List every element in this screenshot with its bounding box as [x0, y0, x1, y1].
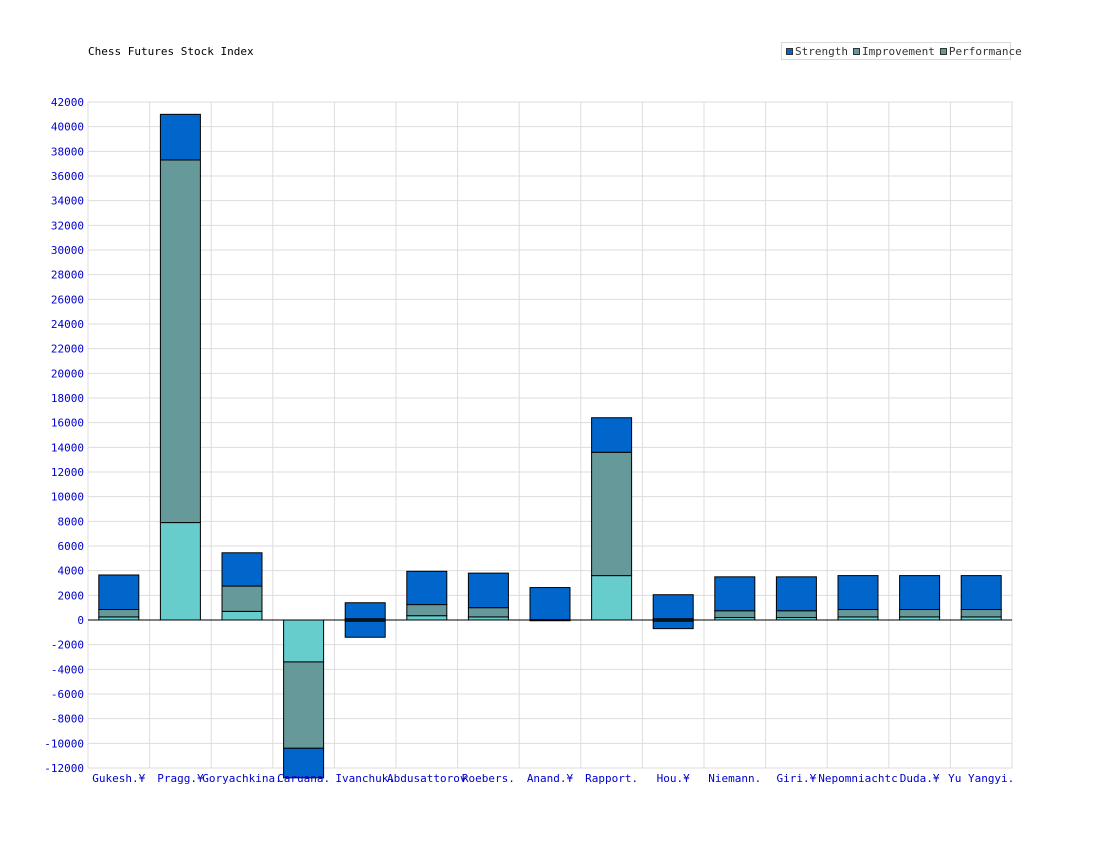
- bar-strength: [221, 552, 263, 587]
- y-tick-label: -12000: [44, 762, 84, 775]
- plot-area: [87, 101, 1013, 769]
- bar-improvement: [960, 609, 1002, 618]
- chart-title: Chess Futures Stock Index: [88, 45, 254, 58]
- bar-improvement: [899, 609, 941, 618]
- legend-swatch-performance: [939, 47, 947, 55]
- y-tick-label: 8000: [58, 515, 85, 528]
- bar-strength: [960, 575, 1002, 611]
- bar-strength: [283, 747, 325, 779]
- y-tick-label: -2000: [51, 639, 84, 652]
- bar-improvement: [98, 609, 140, 618]
- y-tick-label: 24000: [51, 318, 84, 331]
- y-tick-label: -10000: [44, 737, 84, 750]
- bar-strength: [529, 587, 571, 621]
- bar-strength: [98, 574, 140, 611]
- x-tick-label: Nepomniachtc: [818, 772, 897, 785]
- bar-performance: [159, 522, 201, 621]
- bar-improvement: [467, 607, 509, 618]
- bar-improvement: [283, 661, 325, 749]
- bar-strength: [159, 113, 201, 161]
- y-tick-label: 34000: [51, 195, 84, 208]
- y-tick-label: 4000: [58, 565, 85, 578]
- bar-strength: [344, 602, 386, 620]
- bar-strength: [837, 575, 879, 611]
- y-tick-label: 26000: [51, 293, 84, 306]
- x-tick-label: Yu Yangyi.: [948, 772, 1014, 785]
- y-tick-label: 22000: [51, 343, 84, 356]
- x-tick-label: Ivanchuk.: [335, 772, 395, 785]
- y-tick-label: 14000: [51, 441, 84, 454]
- bar-improvement: [406, 604, 448, 617]
- bar-strength: [467, 572, 509, 609]
- y-tick-label: 40000: [51, 121, 84, 134]
- y-tick-label: 10000: [51, 491, 84, 504]
- y-tick-label: 30000: [51, 244, 84, 257]
- legend-label-improvement: Improvement: [861, 44, 935, 58]
- legend-item-strength: Strength: [786, 45, 848, 58]
- y-tick-label: 2000: [58, 589, 85, 602]
- bar-strength: [775, 576, 817, 612]
- x-tick-label: Goryachkina.: [202, 772, 281, 785]
- y-tick-label: 18000: [51, 392, 84, 405]
- y-tick-label: 32000: [51, 219, 84, 232]
- y-tick-label: 12000: [51, 466, 84, 479]
- bar-strength: [591, 417, 633, 453]
- legend-label-strength: Strength: [795, 44, 848, 58]
- bar-strength: [344, 620, 386, 638]
- bar-improvement: [837, 609, 879, 618]
- y-tick-label: -4000: [51, 663, 84, 676]
- bar-performance: [591, 575, 633, 621]
- x-tick-label: Roebers.: [462, 772, 515, 785]
- legend-swatch-strength: [786, 47, 793, 55]
- x-tick-label: Pragg.¥: [157, 772, 204, 785]
- y-tick-label: 38000: [51, 145, 84, 158]
- bar-performance: [221, 610, 263, 621]
- y-tick-label: 36000: [51, 170, 84, 183]
- x-tick-label: Hou.¥: [657, 772, 690, 785]
- x-tick-label: Rapport.: [585, 772, 638, 785]
- legend-swatch-improvement: [852, 47, 860, 55]
- bar-strength: [406, 570, 448, 606]
- bar-performance: [406, 615, 448, 621]
- bar-strength: [899, 575, 941, 611]
- bar-improvement: [775, 610, 817, 619]
- x-tick-label: Duda.¥: [900, 772, 940, 785]
- y-tick-label: 20000: [51, 367, 84, 380]
- bar-strength: [652, 620, 694, 630]
- legend-label-performance: Performance: [948, 44, 1022, 58]
- bar-improvement: [159, 159, 201, 524]
- y-tick-label: 6000: [58, 540, 85, 553]
- legend-item-improvement: Improvement: [852, 44, 935, 58]
- bar-strength: [714, 576, 756, 612]
- bar-improvement: [221, 585, 263, 612]
- x-tick-label: Giri.¥: [777, 772, 817, 785]
- bar-improvement: [591, 451, 633, 577]
- legend: Strength Improvement Performance: [781, 42, 1022, 60]
- y-tick-label: 42000: [51, 96, 84, 109]
- y-tick-label: 16000: [51, 417, 84, 430]
- x-tick-label: Niemann.: [708, 772, 761, 785]
- bar-performance: [283, 619, 325, 663]
- y-tick-label: 0: [77, 614, 84, 627]
- x-tick-label: Anand.¥: [527, 772, 574, 785]
- x-tick-label: Caruana.: [277, 772, 330, 785]
- y-tick-label: -6000: [51, 688, 84, 701]
- bar-improvement: [714, 610, 756, 619]
- y-tick-label: 28000: [51, 269, 84, 282]
- x-tick-label: Gukesh.¥: [92, 772, 145, 785]
- y-tick-label: -8000: [51, 713, 84, 726]
- x-tick-label: Abdusattorov: [387, 772, 467, 785]
- bar-strength: [652, 594, 694, 620]
- legend-item-performance: Performance: [939, 44, 1022, 58]
